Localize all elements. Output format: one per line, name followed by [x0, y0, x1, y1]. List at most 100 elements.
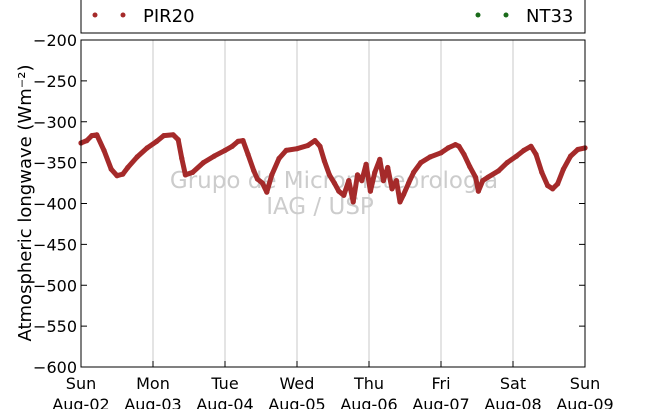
legend-label-nt33: NT33: [526, 6, 573, 27]
legend-marker-nt33-b: [503, 12, 509, 18]
y-tick-label: −450: [33, 235, 77, 254]
data-point: [161, 133, 167, 139]
data-point: [264, 189, 270, 195]
data-point: [504, 160, 510, 166]
data-point: [480, 178, 486, 184]
data-point: [528, 143, 534, 149]
y-tick-label: −550: [33, 317, 77, 336]
data-point: [269, 172, 275, 178]
data-point: [456, 143, 462, 149]
data-point: [276, 155, 282, 162]
data-point: [560, 166, 567, 172]
data-point: [331, 180, 337, 186]
legend-marker-pir20-a: [92, 12, 98, 18]
data-point: [89, 133, 95, 139]
x-tick-label-day: Fri: [431, 374, 450, 393]
data-point: [354, 172, 361, 178]
y-tick-label: −300: [33, 113, 77, 132]
data-point: [222, 147, 228, 153]
grid: [152, 40, 514, 367]
data-point: [427, 154, 433, 160]
data-point: [346, 178, 352, 184]
data-point: [254, 176, 260, 182]
data-point: [367, 188, 373, 194]
data-point: [341, 192, 347, 198]
y-tick-label: −250: [33, 72, 77, 91]
data-point: [467, 164, 473, 170]
data-point: [377, 156, 383, 162]
data-point: [144, 145, 150, 151]
data-point: [555, 181, 561, 187]
data-point: [259, 180, 265, 186]
legend-marker-pir20-b: [120, 12, 126, 18]
data-point: [170, 132, 176, 138]
x-tick-label-date: Aug-02: [52, 395, 109, 409]
data-point: [94, 132, 100, 138]
data-point: [393, 178, 399, 184]
data-point: [418, 160, 424, 166]
data-point: [372, 169, 378, 175]
y-axis-label: Atmospheric longwave (Wm⁻²): [15, 64, 36, 341]
y-tick-label: −200: [33, 31, 77, 50]
data-point: [496, 168, 502, 174]
y-axis: −200 −250 −300 −350 −400 −450 −500 −550 −600: [33, 31, 585, 377]
data-point: [485, 174, 491, 180]
data-point: [321, 158, 327, 164]
data-point: [550, 186, 556, 192]
data-point: [461, 151, 467, 157]
x-tick-label-date: Aug-09: [556, 395, 613, 409]
data-point: [350, 199, 356, 205]
x-tick-label-date: Aug-06: [340, 395, 397, 409]
data-point: [120, 171, 126, 177]
x-tick-label-day: Wed: [280, 374, 315, 393]
x-tick-label-date: Aug-07: [412, 395, 469, 409]
plot-area: [81, 40, 585, 367]
y-tick-label: −500: [33, 276, 77, 295]
x-tick-label-day: Sat: [500, 374, 526, 393]
data-point: [211, 153, 217, 159]
data-point: [179, 155, 185, 162]
data-point: [385, 164, 391, 171]
data-point: [114, 173, 120, 179]
legend-label-pir20: PIR20: [143, 6, 195, 27]
x-tick-label-day: Sun: [66, 374, 96, 393]
data-point: [317, 143, 323, 149]
data-point: [245, 151, 251, 157]
data-point: [283, 147, 289, 153]
data-point: [545, 182, 551, 189]
legend-box: [80, 0, 586, 34]
data-point: [473, 174, 479, 180]
data-point: [533, 151, 539, 157]
data-point: [251, 168, 257, 174]
watermark-line-2: IAG / USP: [266, 194, 374, 220]
data-point: [134, 154, 140, 160]
data-point: [240, 138, 246, 144]
data-point: [125, 164, 131, 171]
data-point: [190, 169, 196, 175]
x-axis: Sun Aug-02 Mon Aug-03 Tue Aug-04 Wed Aug-05 Thu A…: [52, 361, 614, 409]
x-tick-label-day: Mon: [136, 374, 170, 393]
x-tick-label-date: Aug-08: [484, 395, 541, 409]
data-point: [326, 172, 332, 178]
x-tick-label-day: Thu: [353, 374, 384, 393]
data-point: [154, 138, 160, 144]
data-point: [406, 180, 412, 186]
data-point: [229, 143, 235, 149]
data-point: [363, 161, 369, 167]
y-tick-label: −400: [33, 195, 77, 214]
series-layer: [78, 132, 588, 205]
data-point: [389, 186, 395, 192]
x-tick-label-day: Sun: [570, 374, 600, 393]
legend-marker-nt33-a: [475, 12, 481, 18]
x-tick-label-day: Tue: [210, 374, 238, 393]
data-point: [182, 172, 188, 178]
data-point: [359, 178, 365, 184]
data-point: [397, 199, 403, 205]
x-tick-label-date: Aug-05: [268, 395, 325, 409]
data-point: [521, 147, 527, 153]
y-tick-label: −350: [33, 154, 77, 173]
data-point: [200, 160, 206, 166]
data-point: [312, 138, 318, 144]
data-point: [438, 150, 444, 156]
